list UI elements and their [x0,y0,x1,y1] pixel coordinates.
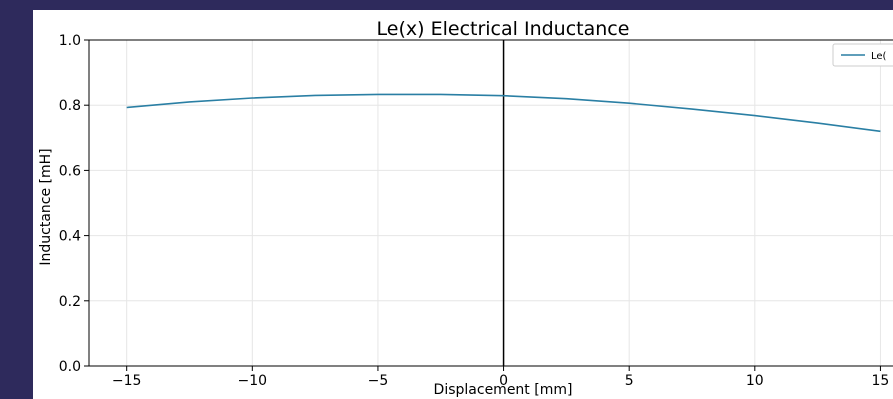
inductance-chart: Le(x) Electrical Inductance −15 −10 −5 0 5 10… [38,18,893,398]
x-tick-label: 15 [872,373,890,389]
series-line [126,93,881,133]
x-tick-label: −15 [112,373,142,389]
y-tick-label: 1.0 [59,33,81,49]
x-tick-label: 10 [746,373,764,389]
x-tick-label: 5 [625,373,634,389]
legend: Le( [832,43,893,67]
y-axis-label: Inductance [mH] [38,148,54,265]
y-tick-label: 0.4 [59,229,81,245]
x-tick-label: 0 [499,373,508,389]
y-tick-label: 0.8 [59,98,81,114]
chart-title: Le(x) Electrical Inductance [377,18,630,40]
x-tick-label: −10 [238,373,268,389]
y-tick-label: 0.6 [59,163,81,179]
grid-lines [89,39,893,367]
chart-figure: Le(x) Electrical Inductance −15 −10 −5 0 5 10… [33,10,893,399]
x-tick-label: −5 [368,373,389,389]
x-axis-label: Displacement [mm] [434,382,573,398]
axes [88,39,893,367]
series-group [126,93,881,133]
tick-labels: −15 −10 −5 0 5 10 15 0.0 0.2 0.4 0.6 0.8 1.0 [59,33,890,389]
legend-label: Le( [871,51,887,62]
y-tick-label: 0.0 [59,359,81,375]
y-tick-label: 0.2 [59,294,81,310]
